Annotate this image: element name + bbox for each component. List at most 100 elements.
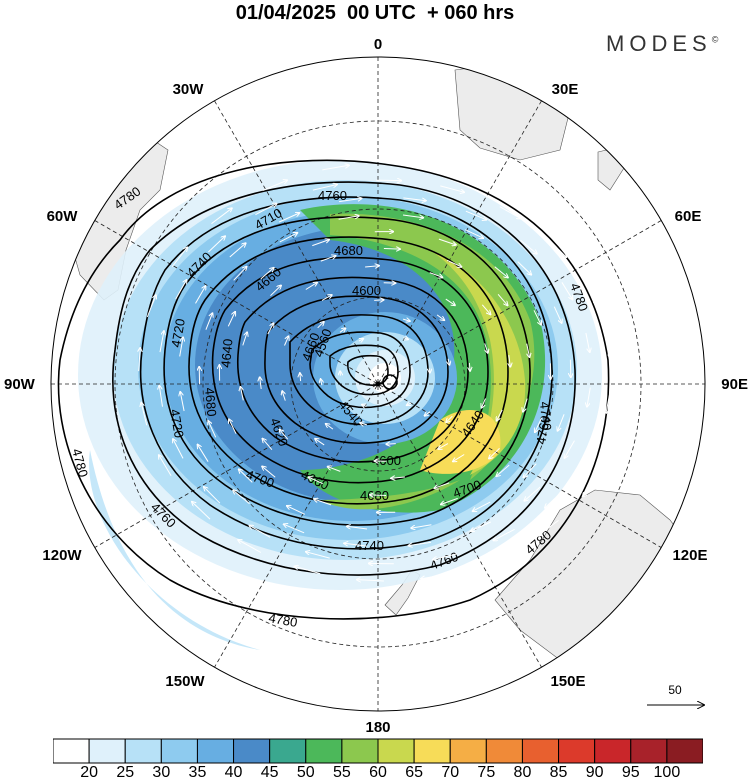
wind-vector [429, 272, 443, 278]
wind-vector [180, 392, 185, 412]
wind-vector [204, 487, 221, 504]
wind-vector [383, 249, 400, 250]
wind-vector [305, 283, 317, 290]
wind-vector [314, 499, 332, 506]
wind-vector [509, 355, 511, 367]
wind-vector [407, 403, 411, 405]
colorbar-swatch [53, 738, 90, 764]
colorbar-tick-label: 65 [405, 764, 424, 781]
wind-vector [198, 445, 209, 462]
colorbar-swatch [377, 738, 415, 764]
wind-vector [538, 520, 559, 535]
wind-vector [159, 386, 163, 407]
wind-vector [300, 373, 301, 382]
wind-vector [614, 426, 624, 449]
wind-vector [434, 482, 450, 488]
pole-marker [375, 381, 381, 387]
wind-vector [465, 210, 486, 220]
wind-vector [622, 318, 628, 342]
wind-vector [494, 266, 508, 278]
wind-vector [482, 398, 486, 408]
contour-label: 4740 [537, 401, 554, 431]
wind-vector [441, 497, 458, 504]
colorbar-swatch [449, 738, 487, 764]
wind-vector [365, 266, 379, 267]
wind-vector [309, 477, 324, 485]
colorbar-tick-label: 60 [369, 764, 387, 781]
wind-vector [227, 312, 235, 327]
wind-vector [312, 185, 337, 191]
wind-vector [436, 314, 444, 320]
wind-vector [263, 439, 273, 451]
lon-label-0: 0 [374, 36, 382, 53]
lon-label-30e: 30E [552, 81, 579, 98]
wind-vector [141, 403, 148, 426]
wind-vector [523, 398, 528, 412]
wind-vector [445, 298, 455, 305]
contour-label: 4780 [267, 610, 298, 630]
wind-vector [404, 337, 408, 339]
wind-vector [255, 204, 276, 216]
wind-vector [282, 391, 285, 401]
wind-vector [267, 323, 274, 335]
wind-vector [598, 268, 611, 289]
wind-vector [499, 206, 521, 219]
wind-vector [469, 362, 470, 371]
wind-vector [496, 464, 510, 476]
wind-vector [585, 332, 590, 352]
contour-label: 4680 [334, 243, 363, 258]
colorbar-swatch [160, 738, 198, 764]
wind-vector [362, 405, 366, 407]
wind-vector [561, 282, 573, 299]
wind-vector [229, 243, 246, 258]
colorbar-swatch [233, 738, 271, 764]
wind-vector [586, 285, 597, 305]
wind-vector [239, 469, 253, 483]
wind-vector [339, 328, 345, 333]
wind-vector [208, 236, 225, 253]
wind-vector [179, 337, 183, 357]
wind-vector [485, 343, 488, 352]
colorbar-swatch [630, 738, 668, 764]
wind-vector [320, 256, 336, 262]
wind-vector [175, 280, 187, 300]
wind-vector [205, 313, 213, 330]
wind-vector [173, 439, 184, 459]
wind-vector [192, 502, 211, 520]
wind-vector [338, 216, 359, 220]
wind-vector [233, 490, 250, 505]
wind-vector [545, 491, 562, 508]
colorbar-swatch [485, 738, 523, 764]
wind-vector [211, 208, 232, 224]
contour-label: 4680 [202, 387, 219, 417]
map-boundary [50, 56, 706, 712]
wind-vector [386, 444, 396, 445]
contour-label: 4760 [533, 414, 553, 445]
wind-vector [386, 163, 413, 164]
colorbar-swatch [521, 738, 560, 764]
wind-vector [453, 454, 465, 462]
wind-vector [208, 421, 217, 438]
wind-vector [284, 524, 305, 534]
wind-vector [565, 440, 575, 458]
wind-vector [473, 501, 491, 511]
lon-label-90e: 90E [721, 376, 748, 393]
wind-vector [321, 295, 332, 301]
wind-vector [391, 477, 405, 478]
wind-vector [471, 521, 492, 531]
colorbar-tick-label: 95 [621, 764, 640, 781]
colorbar-tick-label: 100 [653, 764, 681, 781]
colorbar-tick-label: 85 [549, 764, 568, 781]
colorbar-swatch [413, 738, 451, 764]
wind-vector [464, 229, 483, 238]
wind-vector [159, 331, 164, 353]
brand-logo: MODES© [606, 31, 718, 57]
wind-vector [481, 304, 490, 315]
brand-text: MODES [606, 31, 712, 56]
colorbar-tick-label: 80 [513, 764, 532, 781]
longitude-labels: 0 180 90W 90E 30W 30E 60W 60E 120W 120E … [4, 36, 748, 736]
wind-vector [229, 419, 237, 434]
wind-vector [322, 165, 349, 171]
wind-vector [421, 573, 448, 579]
